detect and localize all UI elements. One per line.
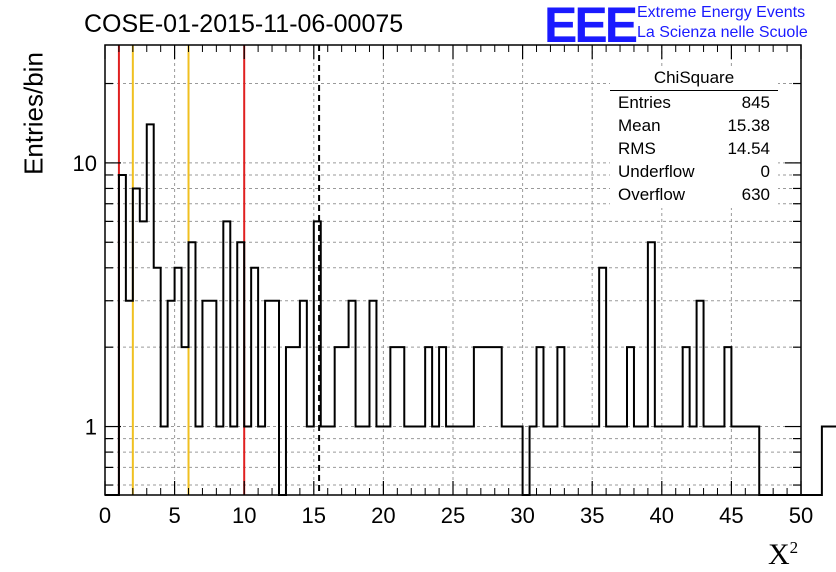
stat-rms: RMS 14.54 [618,139,770,159]
x-tick-label: 40 [650,503,674,528]
plot-frame [104,44,802,496]
x-axis-label-superscript: 2 [789,538,799,557]
stat-label: Entries [618,93,671,112]
stat-underflow: Underflow 0 [618,162,770,182]
x-tick-label: 5 [168,503,180,528]
stats-divider [610,90,778,91]
stat-mean: Mean 15.38 [618,116,770,136]
y-tick-label: 1 [85,415,97,440]
stat-value: 14.54 [727,139,770,158]
x-axis-label: X2 [768,538,798,572]
brand-tagline-1: Extreme Energy Events [637,4,806,21]
stat-overflow: Overflow 630 [618,185,770,205]
x-tick-label: 45 [719,503,743,528]
stat-value: 15.38 [727,116,770,135]
x-tick-label: 25 [441,503,465,528]
x-tick-label: 30 [510,503,534,528]
stats-box: ChiSquare Entries 845 Mean 15.38 RMS 14.54 … [610,66,778,208]
stat-label: RMS [618,139,656,158]
stat-value: 630 [741,185,770,204]
x-tick-label: 35 [580,503,604,528]
stat-entries: Entries 845 [618,93,770,113]
stat-value: 845 [741,93,770,112]
x-tick-label: 50 [789,503,813,528]
y-tick-label: 10 [73,151,97,176]
stat-label: Underflow [618,162,695,181]
x-tick-label: 0 [99,503,111,528]
stat-value: 0 [760,162,770,181]
histogram-series [105,123,836,496]
eee-logo: EEE [544,0,638,53]
stat-label: Mean [618,116,661,135]
x-tick-label: 20 [371,503,395,528]
brand-tagline-2: La Scienza nelle Scuole [637,24,808,41]
axis-ticks: 0 5 10 15 20 25 30 35 40 45 50 1 10 [73,45,813,528]
stat-label: Overflow [618,185,686,204]
y-axis-label: Entries/bin [18,52,49,175]
run-title: COSE-01-2015-11-06-00075 [84,10,404,38]
stats-title: ChiSquare [653,68,735,87]
x-axis-label-base: X [768,538,790,571]
x-tick-label: 10 [232,503,256,528]
x-tick-label: 15 [302,503,326,528]
